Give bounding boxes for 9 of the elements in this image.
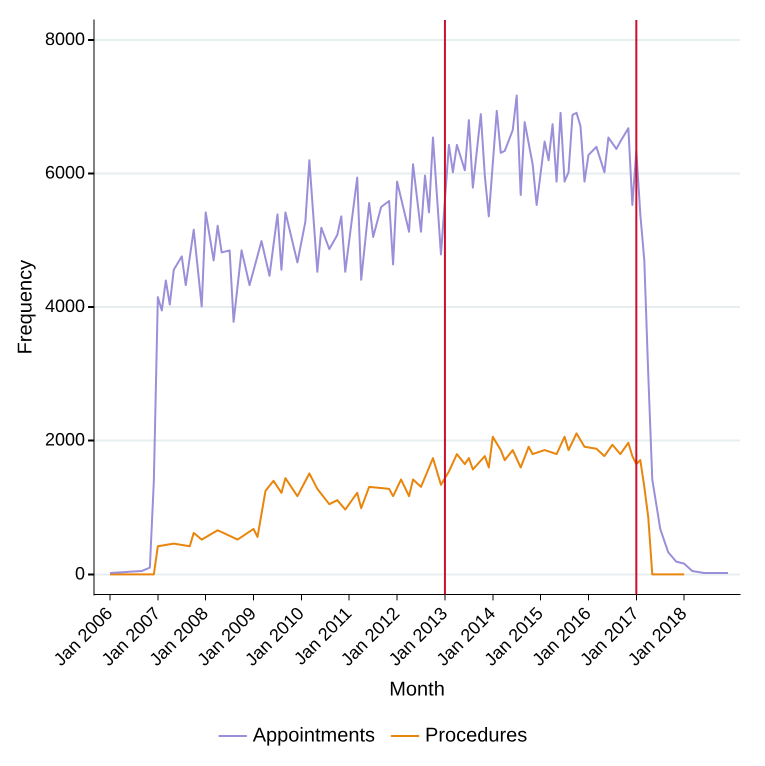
x-axis-title: Month [389, 678, 445, 701]
y-axis-title: Frequency [14, 260, 37, 354]
y-tick-label: 6000 [44, 162, 86, 183]
y-tick-label: 8000 [44, 29, 86, 50]
legend-label: Procedures [425, 724, 528, 747]
y-tick-label: 0 [75, 563, 86, 584]
y-tick-label: 2000 [44, 430, 86, 450]
legend-label: Appointments [252, 724, 376, 747]
y-tick-label: 4000 [44, 296, 86, 316]
